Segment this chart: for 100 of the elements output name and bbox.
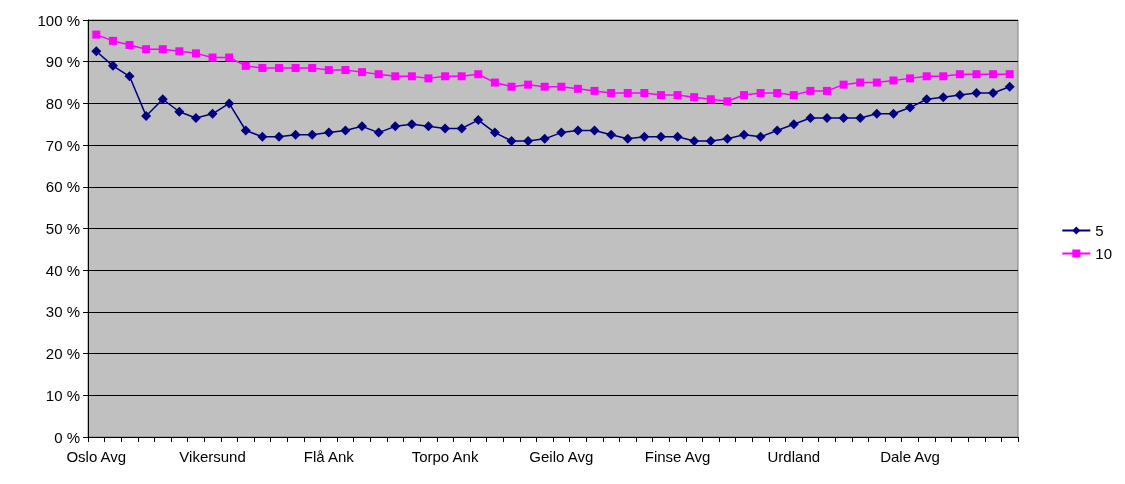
point — [91, 46, 102, 57]
point — [540, 82, 549, 91]
point — [755, 131, 766, 142]
y-tick-label: 70 % — [45, 136, 80, 154]
point — [308, 63, 317, 72]
x-tick-label: Torpo Ank — [411, 448, 479, 465]
x-tick-label: Geilo Avg — [529, 448, 594, 465]
point — [673, 91, 682, 100]
point — [390, 121, 401, 132]
point — [738, 129, 749, 140]
point — [1005, 70, 1014, 79]
point — [174, 106, 185, 117]
point — [655, 131, 666, 142]
point — [474, 70, 483, 79]
point — [457, 72, 466, 81]
point — [772, 125, 783, 136]
point — [557, 82, 566, 91]
point — [92, 30, 101, 39]
point — [324, 66, 333, 75]
point — [756, 88, 765, 97]
point — [855, 113, 866, 123]
y-tick-label: 50 % — [45, 220, 80, 237]
legend-label: 10 — [1095, 245, 1112, 262]
point — [906, 74, 915, 83]
point — [125, 41, 134, 50]
point — [806, 86, 815, 95]
point — [723, 97, 732, 106]
point — [142, 45, 151, 54]
point — [473, 115, 484, 126]
point — [622, 133, 633, 144]
point — [705, 135, 716, 146]
point — [938, 92, 949, 103]
point — [190, 113, 201, 123]
point — [656, 91, 665, 100]
y-tick-label: 0 % — [54, 428, 80, 446]
point — [207, 108, 218, 119]
point — [739, 91, 748, 100]
point — [240, 125, 251, 136]
point — [922, 72, 931, 81]
y-tick-label: 40 % — [45, 261, 80, 279]
point — [241, 61, 250, 70]
point — [789, 91, 798, 100]
point — [357, 121, 368, 132]
point — [589, 125, 600, 136]
point — [258, 63, 267, 72]
point — [573, 84, 582, 93]
point — [921, 94, 932, 105]
point — [939, 72, 948, 81]
point — [823, 86, 832, 95]
point — [856, 78, 865, 87]
point — [839, 80, 848, 89]
point — [224, 98, 235, 109]
point — [208, 53, 217, 62]
point — [225, 53, 234, 62]
point — [523, 135, 534, 146]
point — [274, 63, 283, 72]
point — [323, 127, 334, 138]
point — [391, 72, 400, 81]
point — [590, 86, 599, 95]
point — [971, 87, 982, 98]
point — [805, 113, 816, 123]
point — [889, 76, 898, 85]
point — [358, 68, 367, 77]
point — [141, 110, 152, 121]
point — [341, 66, 350, 75]
point — [108, 36, 117, 45]
legend-label: 5 — [1095, 222, 1104, 239]
point — [191, 49, 200, 58]
point — [506, 135, 517, 146]
point — [606, 129, 617, 140]
point — [690, 93, 699, 102]
point — [374, 70, 383, 79]
y-tick-label: 90 % — [45, 53, 80, 71]
point — [706, 95, 715, 104]
point — [489, 127, 500, 138]
point — [955, 70, 964, 79]
point — [340, 125, 351, 136]
point — [175, 47, 184, 56]
point — [888, 108, 899, 119]
y-tick-label: 60 % — [45, 178, 80, 196]
point — [406, 119, 417, 130]
point — [988, 87, 999, 98]
y-tick-label: 80 % — [45, 94, 80, 112]
point — [423, 121, 434, 132]
point — [107, 60, 118, 71]
point — [157, 94, 168, 105]
point — [640, 88, 649, 97]
point — [291, 63, 300, 72]
point — [989, 70, 998, 79]
point — [954, 90, 965, 101]
x-tick-label: Dale Avg — [880, 448, 940, 465]
point — [838, 113, 849, 123]
point — [556, 127, 567, 138]
point — [424, 74, 433, 83]
point — [441, 72, 450, 81]
point — [872, 78, 881, 87]
point — [124, 71, 135, 82]
x-tick-label: Flå Ank — [303, 448, 355, 465]
point — [773, 88, 782, 97]
x-tick-label: Vikersund — [179, 448, 246, 465]
